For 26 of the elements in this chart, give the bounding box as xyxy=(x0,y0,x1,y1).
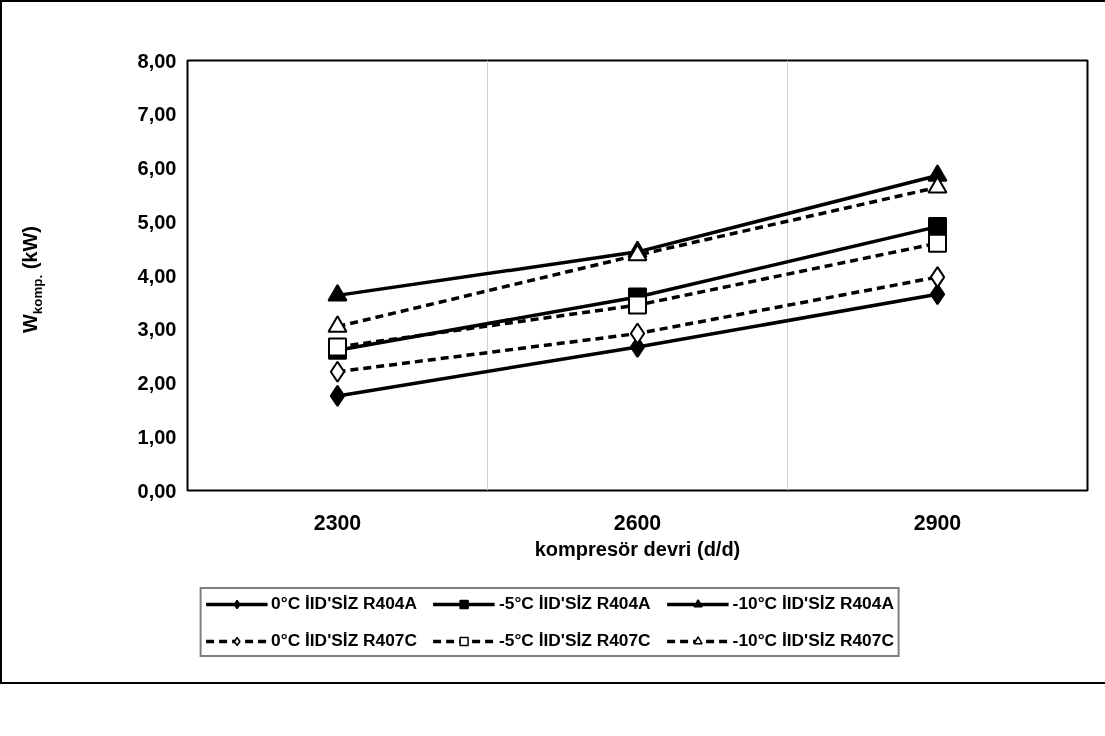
point xyxy=(329,360,346,383)
x-tick-label: 2900 xyxy=(913,510,962,535)
y-tick-label: 5,00 xyxy=(137,210,177,233)
x-tick-label: 2600 xyxy=(613,510,662,535)
y-tick-label: 4,00 xyxy=(137,264,177,287)
y-tick-label: 0,00 xyxy=(137,479,177,502)
legend-label: -5°C İID'SİZ R407C xyxy=(498,630,651,651)
point xyxy=(629,322,646,345)
legend-label: -10°C İID'SİZ R404A xyxy=(732,593,894,614)
x-tick-label: 2300 xyxy=(313,510,362,535)
y-tick-label: 1,00 xyxy=(137,425,177,448)
y-tick-label: 8,00 xyxy=(137,49,177,72)
x-axis-title: kompresör devri (d/d) xyxy=(534,537,741,560)
point xyxy=(327,284,348,302)
point xyxy=(329,384,346,407)
y-tick-label: 3,00 xyxy=(137,318,177,341)
y-tick-label: 7,00 xyxy=(137,103,177,126)
point xyxy=(929,283,946,306)
legend-label: -5°C İID'SİZ R404A xyxy=(498,593,651,614)
y-tick-label: 2,00 xyxy=(137,372,177,394)
legend-label: -10°C İID'SİZ R407C xyxy=(732,630,894,651)
legend-label: 0°C İID'SİZ R407C xyxy=(271,630,417,651)
point xyxy=(929,266,946,289)
legend-label: 0°C İID'SİZ R404A xyxy=(271,593,417,614)
point xyxy=(628,295,647,315)
y-tick-label: 6,00 xyxy=(137,157,177,179)
